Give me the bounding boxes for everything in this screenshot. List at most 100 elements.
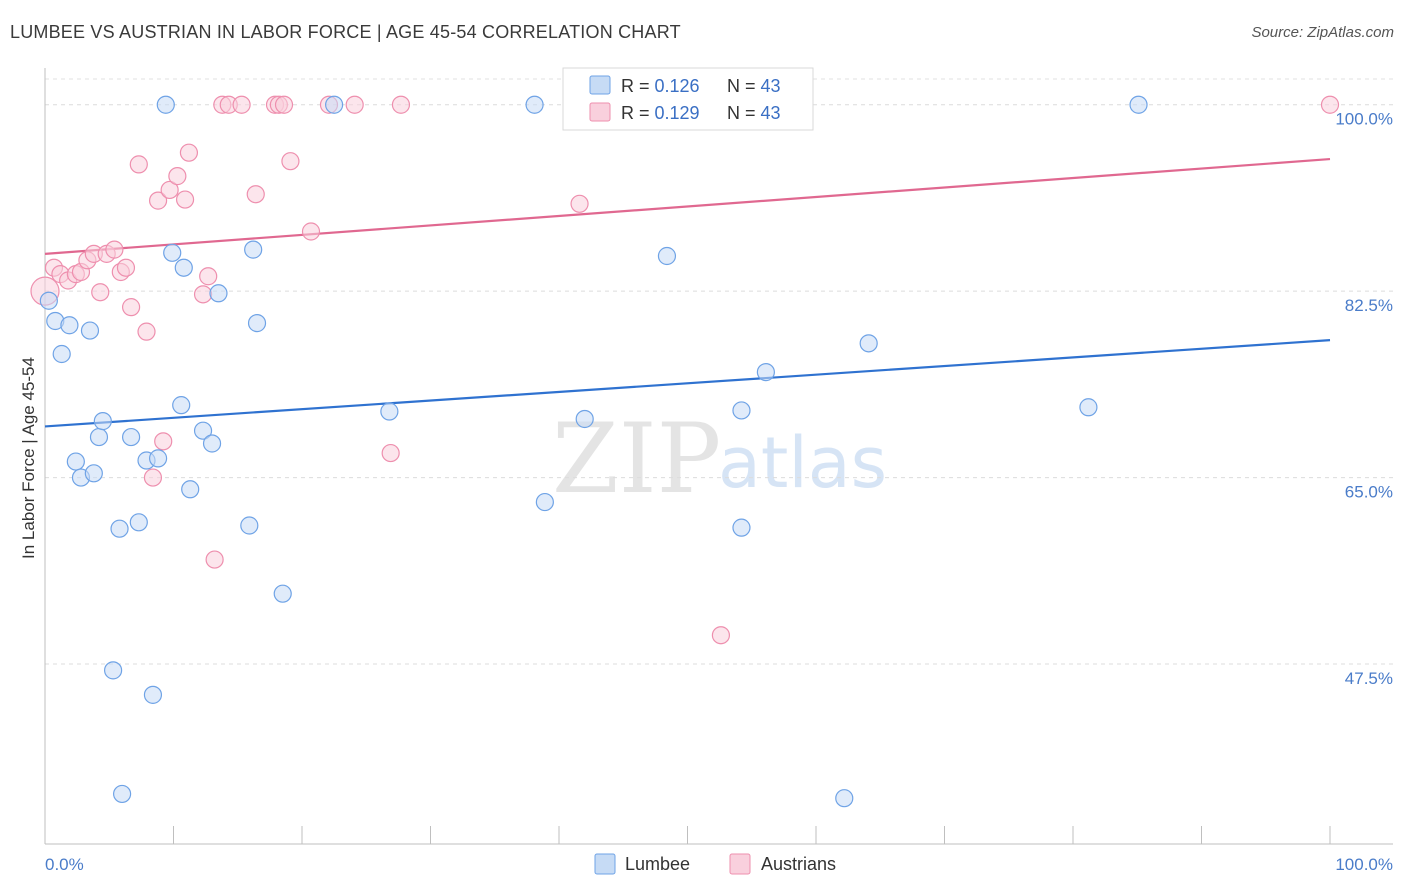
point-austrians [154, 432, 173, 451]
point-austrians [143, 468, 163, 487]
legend-swatch-lumbee [589, 75, 611, 95]
point-austrians [193, 285, 213, 304]
bottom-legend-swatch-lumbee [594, 853, 616, 875]
point-lumbee [93, 412, 112, 431]
point-lumbee [240, 516, 259, 535]
point-lumbee [84, 464, 103, 483]
legend-n-value: 43 [761, 103, 781, 123]
legend-row-lumbee: R = 0.126 [621, 76, 700, 96]
chart-title: LUMBEE VS AUSTRIAN IN LABOR FORCE | AGE … [10, 22, 681, 42]
point-lumbee [80, 321, 100, 340]
point-lumbee [835, 789, 854, 808]
legend-n-label: N = [727, 103, 761, 123]
point-lumbee [209, 284, 228, 303]
point-austrians [137, 322, 156, 341]
axes [44, 68, 1393, 845]
point-lumbee [163, 243, 182, 262]
legend-row-austrians: R = 0.129 [621, 103, 700, 123]
legend-swatch-austrians [589, 102, 611, 122]
legend-r-label: R = [621, 76, 655, 96]
point-lumbee [181, 480, 200, 499]
point-austrians [345, 95, 364, 114]
point-austrians [116, 258, 136, 277]
point-lumbee [104, 661, 123, 680]
point-lumbee [39, 291, 58, 310]
point-lumbee [244, 240, 263, 259]
data-points [30, 95, 1340, 808]
point-lumbee [756, 363, 775, 382]
point-lumbee [110, 519, 129, 538]
point-lumbee [202, 434, 222, 453]
bottom-legend-swatch-austrians [729, 853, 751, 875]
y-tick-labels: 47.5% 65.0% 82.5% 100.0% [1335, 110, 1393, 688]
point-lumbee [325, 95, 344, 114]
point-lumbee [732, 401, 751, 420]
series-legend: Lumbee Austrians [594, 853, 836, 875]
legend-r-value: 0.126 [655, 76, 700, 96]
grid-lines [45, 78, 1393, 665]
watermark-atlas: atlas [718, 422, 887, 504]
trend-lines [44, 157, 1331, 428]
trend-line-austrians [44, 157, 1331, 255]
point-austrians [199, 267, 218, 286]
point-austrians [148, 191, 168, 210]
point-lumbee [575, 409, 594, 429]
point-lumbee [1129, 95, 1148, 114]
trend-line-lumbee [44, 339, 1331, 428]
point-austrians [711, 626, 731, 645]
point-lumbee [273, 584, 292, 603]
x-tick-label-max: 100.0% [1335, 855, 1393, 874]
point-austrians [168, 167, 187, 186]
legend-n-value: 43 [761, 76, 781, 96]
point-lumbee [247, 314, 267, 333]
point-austrians [301, 222, 321, 241]
point-lumbee [657, 246, 677, 266]
y-tick-label: 82.5% [1345, 296, 1393, 315]
point-lumbee [380, 402, 399, 421]
point-lumbee [172, 396, 191, 415]
point-austrians [281, 152, 300, 171]
point-austrians [246, 185, 265, 204]
point-austrians [105, 240, 124, 259]
point-lumbee [60, 316, 79, 335]
point-lumbee [129, 513, 148, 532]
point-lumbee [193, 421, 213, 440]
point-lumbee [156, 95, 175, 114]
point-austrians [179, 143, 199, 162]
point-lumbee [859, 334, 878, 353]
point-austrians [274, 95, 294, 114]
point-austrians [232, 95, 251, 114]
point-lumbee [525, 95, 544, 114]
point-austrians [160, 180, 179, 200]
point-lumbee [732, 518, 751, 537]
point-austrians [381, 443, 400, 463]
legend-r-value: 0.129 [655, 103, 700, 123]
y-tick-label: 100.0% [1335, 110, 1393, 129]
y-axis-label: In Labor Force | Age 45-54 [19, 357, 38, 559]
point-lumbee [52, 344, 71, 364]
legend-n-lumbee: N = 43 [727, 76, 781, 96]
point-lumbee [89, 427, 109, 447]
point-austrians [91, 283, 110, 302]
point-lumbee [148, 449, 168, 468]
x-tick-label-min: 0.0% [45, 855, 84, 874]
legend-n-austrians: N = 43 [727, 103, 781, 123]
point-lumbee [535, 492, 554, 512]
y-tick-label: 65.0% [1345, 483, 1393, 502]
point-lumbee [121, 427, 141, 447]
point-austrians [121, 298, 141, 317]
point-austrians [391, 95, 411, 114]
point-lumbee [174, 258, 193, 277]
bottom-legend-label-austrians: Austrians [761, 854, 836, 874]
point-lumbee [112, 784, 132, 804]
point-austrians [205, 550, 224, 569]
point-lumbee [1079, 398, 1098, 417]
stats-legend: R = 0.126 N = 43 R = 0.129 N = 43 [562, 67, 814, 131]
point-austrians [1320, 95, 1340, 114]
source-label: Source: ZipAtlas.com [1251, 24, 1394, 41]
point-lumbee [66, 452, 85, 471]
legend-r-label: R = [621, 103, 655, 123]
point-austrians [570, 194, 589, 213]
y-tick-label: 47.5% [1345, 669, 1393, 688]
